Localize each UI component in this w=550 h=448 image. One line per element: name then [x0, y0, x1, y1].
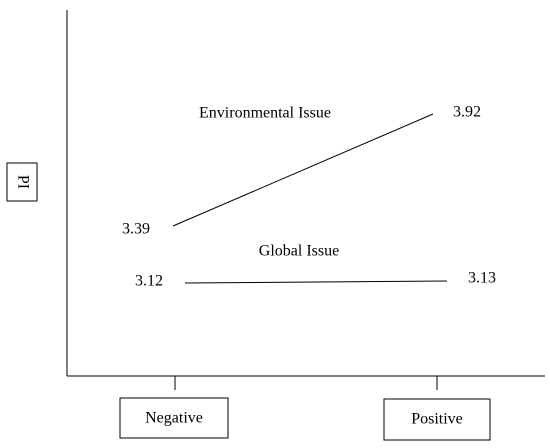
series-line-global-issue [184, 280, 448, 284]
y-axis-label-box [6, 162, 38, 202]
x-tick-label-positive: Positive [411, 411, 463, 428]
x-label-box-negative [119, 397, 229, 439]
y-axis-label: PI [14, 175, 31, 189]
data-label-global-negative: 3.12 [135, 273, 163, 290]
series-label-global-issue: Global Issue [259, 243, 339, 260]
data-label-environmental-positive: 3.92 [453, 104, 481, 121]
x-tick-label-negative: Negative [145, 410, 203, 427]
data-label-global-positive: 3.13 [468, 270, 496, 287]
series-label-environmental-issue: Environmental Issue [199, 105, 331, 122]
x-label-box-positive [383, 398, 491, 441]
series-line-environmental-issue [172, 113, 434, 227]
data-label-environmental-negative: 3.39 [122, 221, 150, 238]
